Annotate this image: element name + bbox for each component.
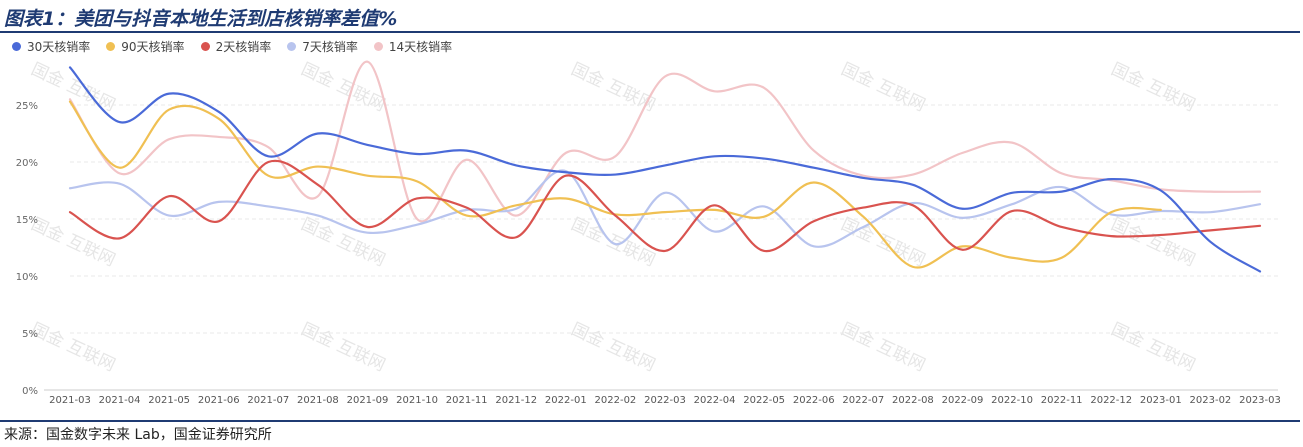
y-tick-label: 25% bbox=[16, 101, 38, 112]
x-tick-label: 2022-07 bbox=[842, 395, 884, 406]
y-tick-label: 15% bbox=[16, 215, 38, 226]
series-line-3 bbox=[68, 169, 1262, 248]
watermark-text: 国金 互联网 bbox=[28, 214, 118, 270]
x-tick-label: 2022-03 bbox=[644, 395, 686, 406]
legend-item: 2天核销率 bbox=[200, 38, 272, 55]
x-tick-label: 2022-05 bbox=[743, 395, 785, 406]
legend-label: 2天核销率 bbox=[215, 40, 272, 54]
x-tick-label: 2022-08 bbox=[892, 395, 934, 406]
watermark-text: 国金 互联网 bbox=[298, 214, 388, 270]
y-tick-label: 0% bbox=[22, 386, 38, 397]
x-tick-label: 2021-09 bbox=[347, 395, 389, 406]
x-tick-label: 2021-08 bbox=[297, 395, 339, 406]
watermark-text: 国金 互联网 bbox=[298, 319, 388, 375]
x-tick-label: 2022-09 bbox=[942, 395, 984, 406]
x-tick-label: 2022-12 bbox=[1090, 395, 1132, 406]
legend-marker bbox=[12, 42, 21, 51]
legend-item: 14天核销率 bbox=[373, 38, 453, 55]
legend-marker bbox=[200, 42, 210, 51]
series-lines bbox=[68, 60, 1262, 273]
x-axis: 2021-03 2021-04 2021-05 2021-06 2021-07 2021-… bbox=[44, 389, 1281, 406]
legend-label: 7天核销率 bbox=[302, 40, 358, 54]
legend-label: 14天核销率 bbox=[388, 40, 453, 54]
watermark-text: 国金 互联网 bbox=[838, 214, 928, 270]
y-tick-label: 5% bbox=[22, 329, 38, 340]
y-tick-label: 20% bbox=[16, 158, 38, 169]
x-tick-label: 2021-11 bbox=[446, 395, 488, 406]
series-line-2 bbox=[68, 159, 1262, 253]
watermark-text: 国金 互联网 bbox=[1108, 319, 1198, 375]
legend: 30天核销率 90天核销率 2天核销率 7天核销率 14天核销率 bbox=[12, 38, 452, 55]
legend-marker bbox=[373, 42, 383, 51]
y-tick-label: 10% bbox=[16, 272, 38, 283]
watermark-text: 国金 互联网 bbox=[568, 319, 658, 375]
watermark-text: 国金 互联网 bbox=[838, 59, 928, 115]
legend-label: 30天核销率 bbox=[27, 40, 91, 54]
figure-title: 图表1：美团与抖音本地生活到店核销率差值% bbox=[4, 8, 398, 30]
x-tick-label: 2022-06 bbox=[793, 395, 835, 406]
watermark-text: 国金 互联网 bbox=[838, 319, 928, 375]
series-line-0 bbox=[68, 66, 1262, 273]
x-tick-label: 2021-12 bbox=[495, 395, 537, 406]
x-tick-label: 2021-03 bbox=[49, 395, 91, 406]
x-tick-label: 2023-01 bbox=[1140, 395, 1182, 406]
x-tick-label: 2021-06 bbox=[198, 395, 240, 406]
x-tick-label: 2021-05 bbox=[148, 395, 190, 406]
legend-label: 90天核销率 bbox=[121, 40, 185, 54]
x-tick-label: 2021-07 bbox=[247, 395, 289, 406]
legend-item: 30天核销率 bbox=[12, 38, 90, 55]
watermark-text: 国金 互联网 bbox=[1108, 214, 1198, 270]
watermark-text: 国金 互联网 bbox=[1108, 59, 1198, 115]
x-tick-label: 2023-02 bbox=[1190, 395, 1232, 406]
legend-item: 90天核销率 bbox=[106, 38, 185, 55]
x-tick-label: 2022-02 bbox=[595, 395, 637, 406]
x-tick-label: 2022-04 bbox=[694, 395, 736, 406]
x-tick-label: 2021-10 bbox=[396, 395, 438, 406]
x-tick-label: 2022-01 bbox=[545, 395, 587, 406]
title-rule bbox=[0, 31, 1300, 33]
series-line-4 bbox=[68, 60, 1262, 223]
x-tick-label: 2022-11 bbox=[1041, 395, 1083, 406]
legend-item: 7天核销率 bbox=[287, 38, 358, 55]
x-tick-label: 2023-03 bbox=[1239, 395, 1281, 406]
x-tick-label: 2021-04 bbox=[99, 395, 141, 406]
legend-marker bbox=[287, 42, 297, 51]
watermark-text: 国金 互联网 bbox=[298, 59, 388, 115]
y-axis: 0% 5% 10% 15% 20% 25% bbox=[16, 101, 38, 397]
watermark-text: 国金 互联网 bbox=[28, 319, 118, 375]
legend-marker bbox=[106, 42, 116, 51]
x-tick-label: 2022-10 bbox=[991, 395, 1033, 406]
source-note: 来源：国金数字未来 Lab，国金证券研究所 bbox=[4, 427, 272, 443]
bottom-rule bbox=[0, 420, 1300, 422]
